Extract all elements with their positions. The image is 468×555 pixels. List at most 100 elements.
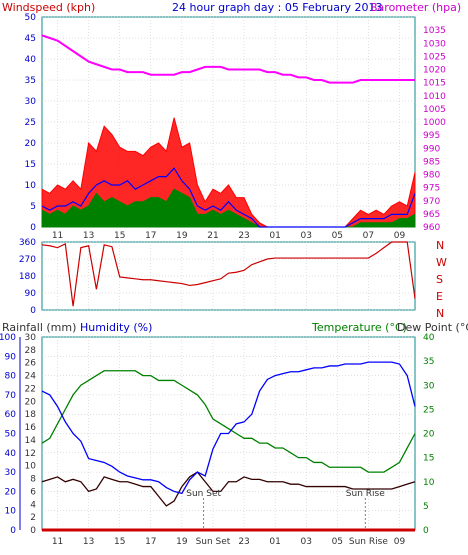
wind-tick-label: 45 — [25, 34, 36, 44]
x-tick-label-bottom: 13 — [83, 537, 94, 547]
temperature-series — [41, 370, 416, 473]
baro-tick-label: 980 — [423, 171, 440, 181]
x-tick-label: 13 — [83, 231, 94, 241]
rain-tick-label: 16 — [25, 423, 37, 433]
x-tick-label: 11 — [52, 231, 63, 241]
baro-tick-label: 975 — [423, 184, 440, 194]
x-tick-label: 01 — [269, 231, 280, 241]
sunset-label: Sun Set — [186, 489, 221, 499]
x-tick-label: 03 — [300, 231, 311, 241]
dew-point-axis-label: Dew Point (°C) — [397, 321, 468, 334]
rain-tick-label: 14 — [25, 436, 37, 446]
rain-tick-label: 26 — [25, 359, 37, 369]
baro-tick-label: 995 — [423, 131, 440, 141]
x-tick-label: 23 — [238, 231, 249, 241]
baro-tick-label: 965 — [423, 210, 440, 220]
baro-tick-label: 985 — [423, 157, 440, 167]
x-tick-label-bottom: Sun Set — [196, 537, 231, 547]
temp-tick-label: 10 — [423, 478, 435, 488]
wind-tick-label: 50 — [25, 13, 37, 23]
baro-tick-label: 1035 — [423, 26, 446, 36]
wind-tick-label: 0 — [30, 223, 36, 233]
baro-tick-label: 1025 — [423, 52, 446, 62]
compass-label: S — [436, 273, 443, 286]
average-wind-series — [41, 167, 416, 228]
rain-tick-label: 0 — [30, 526, 36, 536]
rainfall-axis-label: Rainfall (mm) — [2, 321, 76, 334]
baro-tick-label: 990 — [423, 144, 440, 154]
x-tick-label: 09 — [394, 231, 406, 241]
baro-tick-label: 970 — [423, 197, 440, 207]
rain-tick-label: 10 — [25, 462, 37, 472]
x-tick-label-bottom: 19 — [176, 537, 188, 547]
humidity-tick-label: 90 — [5, 352, 17, 362]
x-tick-label: 07 — [363, 231, 374, 241]
rain-tick-label: 12 — [25, 449, 36, 459]
rain-tick-label: 18 — [25, 410, 37, 420]
rain-tick-label: 4 — [30, 500, 36, 510]
x-tick-label-bottom: Sun Rise — [349, 537, 388, 547]
wind-tick-label: 35 — [25, 76, 36, 86]
barometer-series — [41, 34, 415, 84]
humidity-tick-label: 70 — [5, 391, 17, 401]
humidity-tick-label: 20 — [5, 487, 17, 497]
wind-fill-series — [41, 188, 416, 228]
baro-tick-label: 1010 — [423, 92, 446, 102]
wind-tick-label: 20 — [25, 139, 37, 149]
rain-tick-label: 28 — [25, 346, 37, 356]
humidity-tick-label: 80 — [5, 372, 17, 382]
wind-tick-label: 40 — [25, 55, 37, 65]
direction-tick-label: 360 — [19, 238, 36, 248]
baro-tick-label: 1030 — [423, 39, 446, 49]
x-tick-label-bottom: 03 — [300, 537, 311, 547]
direction-tick-label: 270 — [19, 255, 36, 265]
rain-tick-label: 24 — [25, 372, 37, 382]
x-tick-label: 19 — [176, 231, 188, 241]
wind-tick-label: 10 — [25, 181, 37, 191]
humidity-series — [41, 361, 416, 495]
temp-tick-label: 20 — [423, 430, 435, 440]
direction-tick-label: 0 — [30, 306, 36, 316]
humidity-tick-label: 10 — [5, 507, 17, 517]
x-tick-label-bottom: 15 — [114, 537, 125, 547]
temp-tick-label: 30 — [423, 381, 435, 391]
compass-label: W — [436, 256, 447, 269]
chart-title: 24 hour graph day : 05 February 2013 — [172, 1, 383, 14]
humidity-tick-label: 100 — [0, 333, 16, 343]
direction-tick-label: 180 — [19, 272, 36, 282]
wind-tick-label: 25 — [25, 118, 36, 128]
x-tick-label: 21 — [207, 231, 218, 241]
humidity-tick-label: 0 — [10, 526, 16, 536]
wind-tick-label: 15 — [25, 160, 36, 170]
gust-series — [41, 117, 416, 228]
compass-label: E — [436, 290, 443, 303]
x-tick-label: 05 — [332, 231, 343, 241]
direction-series — [41, 241, 416, 307]
rain-tick-label: 20 — [25, 397, 37, 407]
temp-tick-label: 0 — [423, 526, 429, 536]
temp-tick-label: 35 — [423, 357, 434, 367]
baro-tick-label: 1020 — [423, 66, 446, 76]
direction-tick-label: 90 — [25, 289, 37, 299]
humidity-tick-label: 40 — [5, 449, 17, 459]
rain-tick-label: 2 — [30, 513, 36, 523]
rain-tick-label: 6 — [30, 487, 36, 497]
baro-tick-label: 1015 — [423, 79, 446, 89]
humidity-tick-label: 50 — [5, 430, 17, 440]
windspeed-axis-label: Windspeed (kph) — [2, 1, 95, 14]
humidity-tick-label: 60 — [5, 410, 17, 420]
rain-tick-label: 22 — [25, 384, 36, 394]
rain-tick-label: 30 — [25, 333, 37, 343]
temp-tick-label: 25 — [423, 405, 434, 415]
x-tick-label-bottom: 11 — [52, 537, 63, 547]
baro-tick-label: 1000 — [423, 118, 446, 128]
x-tick-label-bottom: 05 — [332, 537, 343, 547]
compass-label: N — [436, 239, 444, 252]
temp-tick-label: 5 — [423, 502, 429, 512]
temperature-axis-label: Temperature (°C) — [311, 321, 407, 334]
wind-tick-label: 5 — [30, 202, 36, 212]
temp-tick-label: 15 — [423, 454, 434, 464]
wind-tick-label: 30 — [25, 97, 37, 107]
x-tick-label: 15 — [114, 231, 125, 241]
